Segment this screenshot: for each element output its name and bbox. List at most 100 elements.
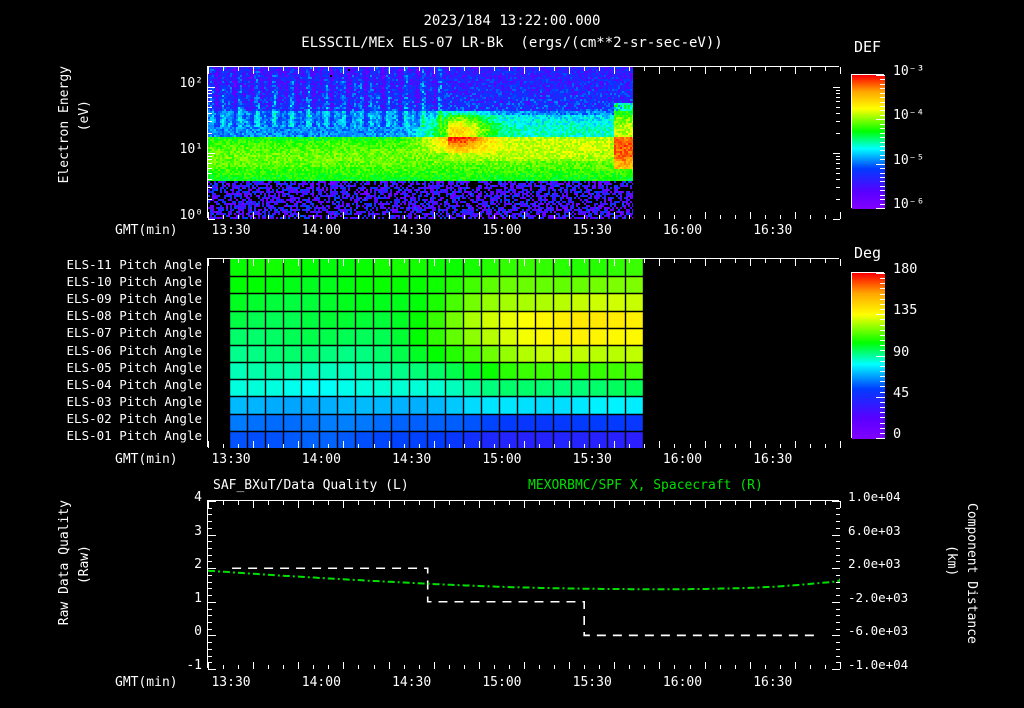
axis-tick [434,662,435,669]
axis-tick [810,67,811,71]
top-ytick-label: 10² [179,75,203,91]
axis-tick [238,259,239,263]
axis-tick [554,444,555,448]
colorbar-tick [880,371,885,372]
axis-tick [434,259,435,266]
colorbar-tick [880,340,885,341]
axis-tick [419,444,420,448]
axis-tick [223,665,224,669]
y-axis-tick [836,649,840,650]
y-axis-tick [832,501,840,502]
axis-tick [313,665,314,669]
axis-tick [629,665,630,669]
y-axis-tick [208,156,212,157]
colorbar-tick [876,356,885,357]
y-axis-tick [833,219,840,220]
axis-tick [780,67,781,71]
axis-tick [389,662,390,669]
y-axis-tick [832,602,840,603]
axis-tick [705,259,706,266]
axis-tick [208,259,209,266]
bottom-ytick-right-label: -2.0e+03 [848,589,909,605]
colorbar-tick [880,294,885,295]
axis-tick [720,259,721,263]
axis-tick [358,215,359,219]
axis-tick [705,212,706,219]
bottom-ytick-left-label: -1 [186,658,202,673]
axis-tick [253,212,254,219]
axis-tick [750,67,751,74]
axis-tick [268,67,269,71]
colorbar-tick [880,386,885,387]
axis-tick [419,67,420,71]
y-axis-tick [208,629,212,630]
spectrogram-panel[interactable] [207,66,841,220]
axis-tick [735,501,736,505]
axis-tick [238,67,239,71]
axis-tick [840,212,841,219]
axis-tick [283,259,284,263]
deg-colorbar-label: 180 [893,261,918,277]
axis-tick [404,215,405,219]
axis-tick [674,67,675,71]
axis-tick [644,665,645,669]
pitch-angle-row-label: ELS-05 Pitch Angle [66,359,202,375]
bottom-ylabel-right-line2: (km) [944,545,959,577]
axis-tick [313,67,314,71]
colorbar-tick [880,115,885,116]
axis-tick [374,444,375,448]
axis-tick [780,444,781,448]
deg-colorbar-label: 45 [893,384,910,401]
axis-tick [419,665,420,669]
xtick-label: 15:30 [572,223,612,238]
axis-tick [419,501,420,505]
colorbar-tick [880,428,885,429]
colorbar-tick [880,433,885,434]
xtick-label: 16:00 [662,675,703,690]
axis-tick [569,67,570,74]
axis-tick [674,665,675,669]
y-axis-tick [208,595,212,596]
axis-tick [298,212,299,219]
axis-tick [509,215,510,219]
bottom-ytick-left-label: 0 [194,624,202,640]
y-axis-tick [208,635,216,636]
axis-tick [283,665,284,669]
axis-tick [374,501,375,505]
xtick-label: 15:00 [482,452,522,467]
axis-tick [584,215,585,219]
pitch-angle-panel[interactable] [207,258,841,448]
bottom-ytick-right-label: 6.0e+03 [848,522,901,538]
y-axis-tick [836,101,840,102]
axis-tick [404,67,405,71]
y-axis-tick [832,535,840,536]
axis-tick [825,501,826,505]
y-axis-tick [208,121,212,122]
data-quality-panel[interactable] [207,500,841,670]
axis-tick [765,259,766,263]
top-axis-ticks [208,67,841,220]
y-axis-tick [208,93,212,94]
axis-tick [614,501,615,508]
axis-tick [253,441,254,448]
y-axis-tick [836,508,840,509]
axis-tick [599,215,600,219]
colorbar-tick [880,142,885,143]
y-axis-tick [208,656,212,657]
colorbar-tick [876,119,885,120]
axis-tick [539,259,540,263]
axis-tick [389,441,390,448]
def-colorbar-label: 10⁻⁶ [893,197,925,212]
y-axis-tick [836,548,840,549]
axis-tick [569,662,570,669]
axis-tick [765,501,766,505]
axis-tick [479,441,480,448]
mid-axis-ticks [208,259,841,448]
axis-tick [599,67,600,71]
y-axis-tick [836,622,840,623]
axis-tick [223,501,224,505]
axis-tick [404,444,405,448]
axis-tick [389,212,390,219]
data-quality-canvas [208,501,840,669]
axis-tick [494,501,495,505]
